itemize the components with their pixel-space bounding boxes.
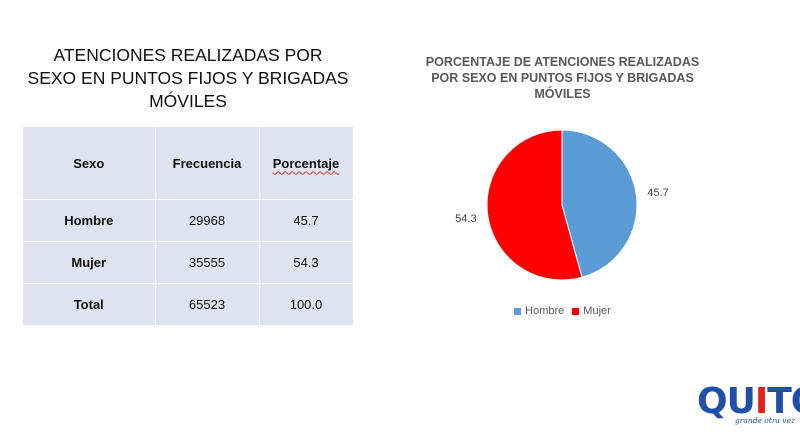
logo-tagline: grande otra vez — [735, 416, 795, 425]
attendance-table: Sexo Frecuencia Porcentaje Hombre 29968 … — [23, 127, 354, 326]
row-hombre-frecuencia: 29968 — [155, 199, 260, 242]
header-porcentaje: Porcentaje — [259, 127, 354, 200]
chart-legend: Hombre Mujer — [405, 305, 720, 317]
row-total-porcentaje: 100.0 — [259, 283, 354, 326]
table-header-row: Sexo Frecuencia Porcentaje — [23, 127, 354, 200]
chart-title-line: POR SEXO EN PUNTOS FIJOS Y BRIGADAS — [431, 71, 694, 85]
legend-label-hombre: Hombre — [525, 305, 565, 317]
header-frecuencia: Frecuencia — [155, 127, 260, 200]
data-label-hombre: 45.7 — [647, 187, 668, 199]
legend-label-mujer: Mujer — [583, 305, 611, 317]
row-mujer-sexo: Mujer — [23, 241, 156, 284]
header-sexo: Sexo — [23, 127, 156, 200]
legend-swatch-hombre — [514, 307, 522, 315]
row-hombre-sexo: Hombre — [23, 199, 156, 242]
pie-slice-mujer — [486, 129, 583, 281]
chart-title-line: PORCENTAJE DE ATENCIONES REALIZADAS — [425, 55, 700, 69]
table-row: Mujer 35555 54.3 — [23, 241, 354, 284]
pie-slice-hombre — [561, 129, 638, 278]
table-title: ATENCIONES REALIZADAS POR SEXO EN PUNTOS… — [23, 29, 353, 127]
logo-wordmark-part: I — [754, 381, 768, 422]
chart-title-line: MÓVILES — [534, 87, 591, 101]
legend-swatch-mujer — [572, 307, 580, 315]
quito-logo: QUITO grande otra vez — [697, 383, 800, 433]
logo-wordmark-part: QU — [697, 381, 756, 422]
logo-wordmark-part: TO — [767, 381, 800, 422]
table-row: Total 65523 100.0 — [23, 283, 354, 326]
legend-item-hombre: Hombre — [514, 305, 564, 317]
row-total-frecuencia: 65523 — [155, 283, 260, 326]
row-total-sexo: Total — [23, 283, 156, 326]
data-label-mujer: 54.3 — [455, 213, 476, 225]
chart-title: PORCENTAJE DE ATENCIONES REALIZADAS POR … — [405, 54, 720, 102]
legend-item-mujer: Mujer — [572, 305, 611, 317]
row-mujer-porcentaje: 54.3 — [259, 241, 354, 284]
header-porcentaje-label: Porcentaje — [272, 155, 340, 171]
pie-chart: 45.7 54.3 — [455, 129, 669, 281]
table-row: Hombre 29968 45.7 — [23, 199, 354, 242]
logo-wordmark: QUITO — [697, 383, 800, 421]
row-mujer-frecuencia: 35555 — [155, 241, 260, 284]
attendance-table-block: ATENCIONES REALIZADAS POR SEXO EN PUNTOS… — [23, 29, 354, 327]
pie-chart-block: PORCENTAJE DE ATENCIONES REALIZADAS POR … — [405, 40, 720, 330]
row-hombre-porcentaje: 45.7 — [259, 199, 354, 242]
